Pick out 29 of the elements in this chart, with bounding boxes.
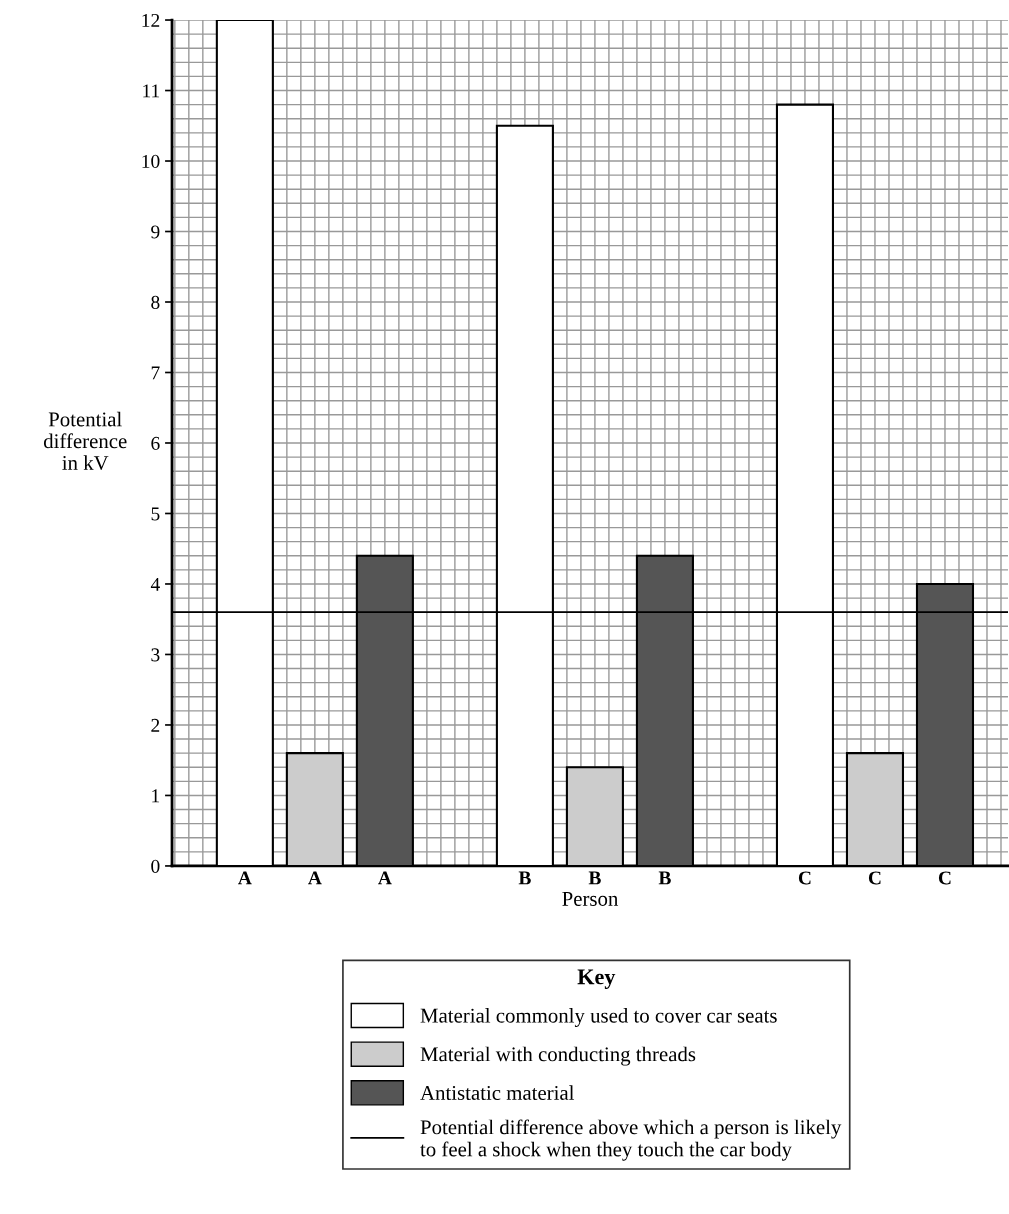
- legend-label: Potential difference above which a person is likely to feel a shock when they touch the car body: [420, 1119, 842, 1161]
- x-tick-label: A: [238, 871, 252, 885]
- y-tick-label: 11: [143, 84, 160, 98]
- x-tick-label: B: [658, 871, 671, 885]
- y-tick-label: 2: [151, 718, 160, 732]
- y-tick-label: 1: [152, 789, 160, 803]
- legend-label: Material commonly used to cover car seats: [420, 1008, 777, 1027]
- x-tick-label: C: [798, 871, 811, 885]
- y-tick-label: 7: [151, 366, 160, 380]
- legend-label: Antistatic material: [420, 1085, 575, 1100]
- x-tick-label: A: [308, 871, 322, 885]
- y-tick-label: 4: [150, 577, 160, 591]
- y-axis-title: Potential difference in kV: [43, 411, 127, 471]
- y-tick-label: 6: [151, 436, 160, 450]
- legend-label: Material with conducting threads: [420, 1046, 696, 1066]
- legend-title: Key: [577, 969, 616, 989]
- x-tick-label: A: [378, 871, 392, 885]
- y-tick-label: 8: [151, 295, 160, 309]
- x-tick-label: B: [588, 871, 601, 885]
- x-tick-label: C: [938, 871, 951, 885]
- y-tick-label: 9: [151, 225, 160, 239]
- y-tick-label: 5: [151, 507, 160, 521]
- y-tick-label: 3: [151, 648, 160, 662]
- y-tick-label: 10: [142, 154, 160, 168]
- x-tick-label: B: [518, 871, 531, 885]
- x-axis-title: Person: [562, 892, 619, 906]
- y-tick-label: 12: [142, 13, 160, 27]
- x-tick-label: C: [868, 871, 881, 885]
- y-tick-label: 0: [151, 859, 160, 873]
